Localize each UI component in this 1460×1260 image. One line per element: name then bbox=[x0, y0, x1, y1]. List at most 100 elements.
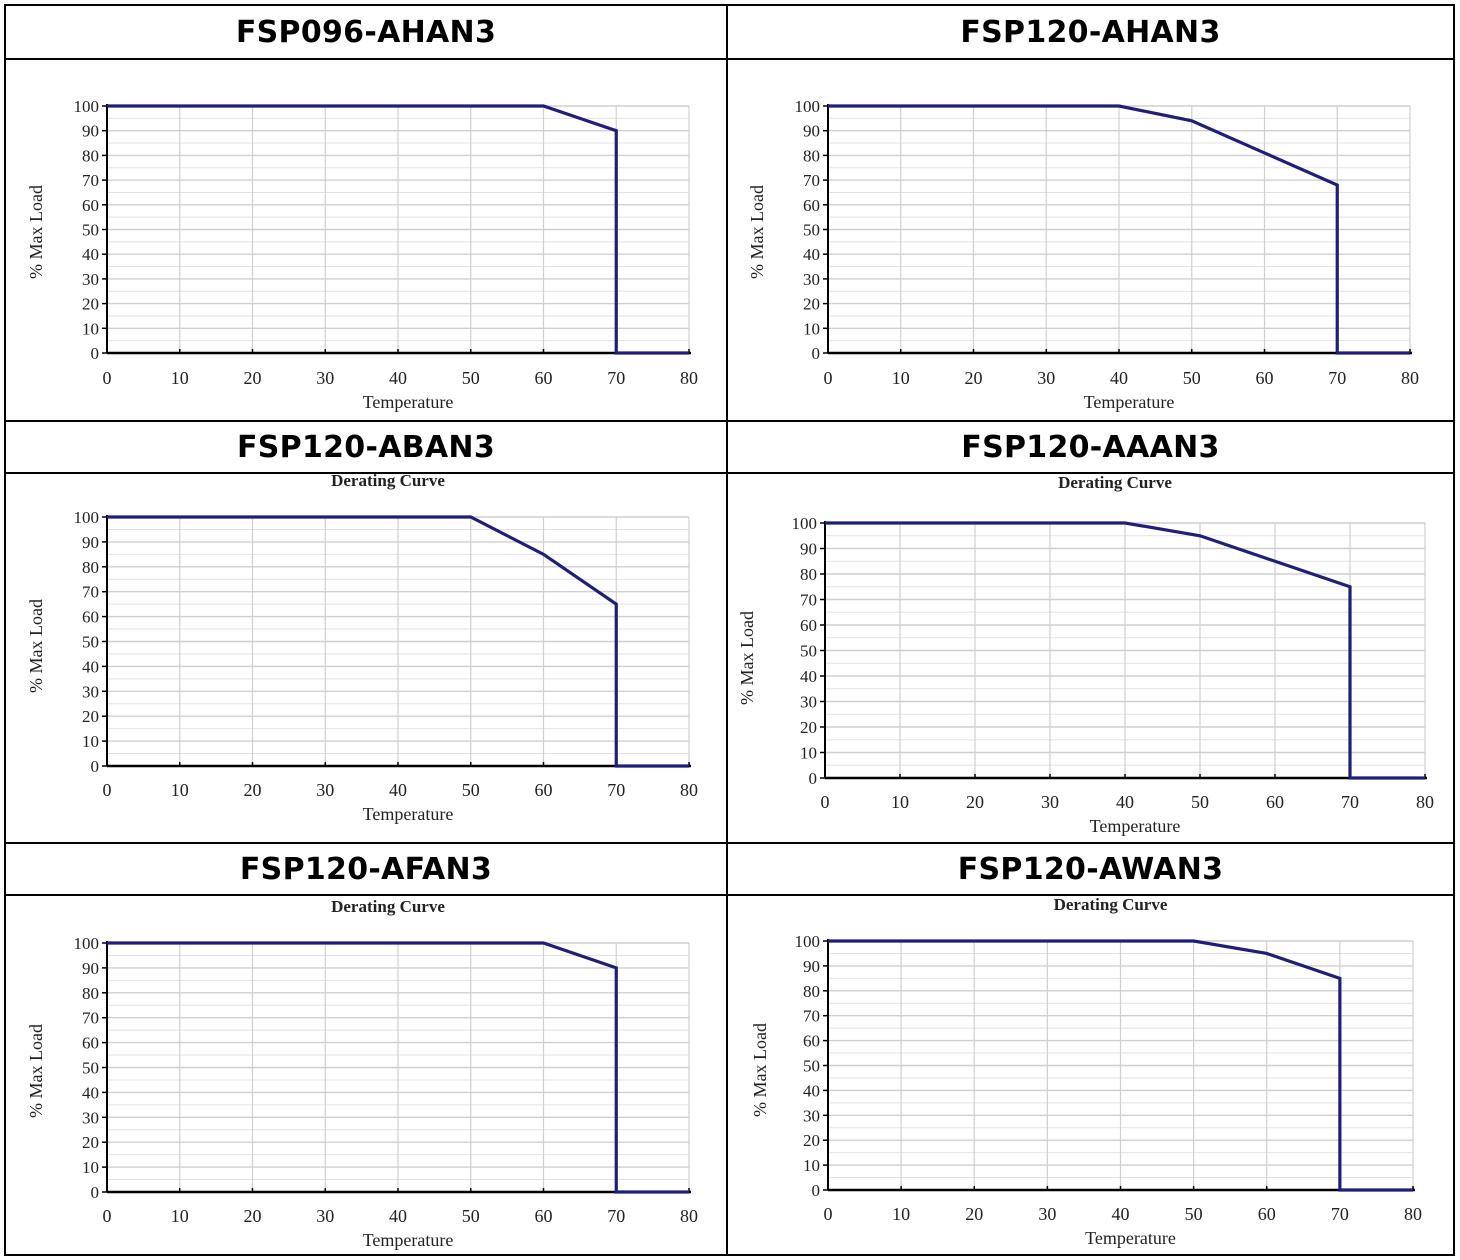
x-tick-label: 0 bbox=[103, 1206, 112, 1226]
x-axis-label: Temperature bbox=[363, 1230, 454, 1250]
y-tick-label: 20 bbox=[800, 718, 817, 737]
x-tick-label: 30 bbox=[316, 1206, 334, 1226]
y-tick-label: 100 bbox=[795, 97, 821, 116]
x-tick-label: 80 bbox=[1416, 792, 1434, 812]
x-tick-label: 70 bbox=[1331, 1204, 1349, 1224]
x-tick-label: 40 bbox=[389, 1206, 407, 1226]
y-tick-label: 10 bbox=[803, 319, 820, 338]
x-tick-label: 60 bbox=[535, 780, 553, 800]
y-axis-label: % Max Load bbox=[26, 1024, 46, 1118]
x-tick-label: 10 bbox=[171, 1206, 189, 1226]
y-tick-label: 70 bbox=[82, 171, 99, 190]
model-name: FSP120-AWAN3 bbox=[957, 851, 1224, 887]
model-name: FSP120-AAAN3 bbox=[961, 429, 1220, 465]
x-tick-label: 50 bbox=[462, 368, 480, 388]
x-tick-label: 60 bbox=[535, 1206, 553, 1226]
y-tick-label: 50 bbox=[82, 221, 99, 240]
x-tick-label: 20 bbox=[965, 368, 983, 388]
chart-title: Derating Curve bbox=[331, 897, 445, 916]
derating-line bbox=[107, 941, 689, 1194]
y-tick-label: 80 bbox=[82, 558, 99, 577]
y-axis-label: % Max Load bbox=[26, 185, 46, 279]
x-tick-label: 70 bbox=[1341, 792, 1359, 812]
y-tick-label: 10 bbox=[82, 1158, 99, 1177]
y-tick-label: 80 bbox=[82, 146, 99, 165]
y-tick-label: 90 bbox=[82, 959, 99, 978]
x-tick-label: 60 bbox=[1266, 792, 1284, 812]
y-tick-label: 10 bbox=[82, 732, 99, 751]
y-tick-label: 70 bbox=[803, 1007, 820, 1026]
x-tick-label: 30 bbox=[1037, 368, 1055, 388]
model-header-cell: FSP120-AHAN3 bbox=[728, 6, 1453, 60]
grid-lines bbox=[828, 940, 1414, 1190]
y-tick-label: 80 bbox=[800, 565, 817, 584]
x-tick-label: 30 bbox=[316, 780, 334, 800]
y-axis-label: % Max Load bbox=[26, 599, 46, 693]
y-tick-label: 0 bbox=[91, 1183, 100, 1202]
y-tick-label: 50 bbox=[803, 1057, 820, 1076]
model-name: FSP096-AHAN3 bbox=[235, 14, 497, 50]
x-tick-label: 80 bbox=[680, 780, 698, 800]
y-tick-label: 60 bbox=[82, 608, 99, 627]
grid-lines bbox=[107, 942, 690, 1192]
y-tick-label: 100 bbox=[795, 932, 821, 951]
x-tick-label: 0 bbox=[824, 1204, 833, 1224]
y-tick-label: 30 bbox=[803, 270, 820, 289]
y-tick-label: 60 bbox=[800, 616, 817, 635]
x-tick-label: 20 bbox=[244, 1206, 262, 1226]
derating-chart: 0 10 20 30 40 50 60 70 80 90 100 0 10 20 30 40 50 60 70 80 D… bbox=[750, 896, 1422, 1248]
derating-chart: 0 10 20 30 40 50 60 70 80 90 100 0 10 20 30 40 50 60 70 80 D… bbox=[737, 474, 1434, 836]
x-axis-label: Temperature bbox=[1085, 1228, 1176, 1248]
grid-lines bbox=[107, 516, 690, 766]
x-tick-label: 0 bbox=[103, 368, 112, 388]
x-tick-label: 20 bbox=[244, 780, 262, 800]
x-tick-label: 80 bbox=[680, 368, 698, 388]
y-tick-label: 10 bbox=[800, 744, 817, 763]
x-tick-label: 70 bbox=[607, 780, 625, 800]
y-tick-label: 0 bbox=[91, 757, 100, 776]
y-tick-label: 100 bbox=[74, 934, 100, 953]
y-tick-label: 40 bbox=[803, 1081, 820, 1100]
y-tick-label: 40 bbox=[803, 245, 820, 264]
y-tick-label: 20 bbox=[82, 707, 99, 726]
derating-line bbox=[825, 521, 1425, 780]
y-tick-label: 30 bbox=[82, 1108, 99, 1127]
chart-cell: 010203040506070809010001020304050607080D… bbox=[728, 60, 1453, 422]
x-tick-label: 0 bbox=[824, 368, 833, 388]
x-tick-label: 0 bbox=[103, 780, 112, 800]
x-tick-label: 20 bbox=[244, 368, 262, 388]
x-tick-label: 50 bbox=[1183, 368, 1201, 388]
y-tick-label: 80 bbox=[803, 982, 820, 1001]
model-header-cell: FSP120-ABAN3 bbox=[6, 422, 728, 474]
x-tick-label: 40 bbox=[1116, 792, 1134, 812]
x-tick-label: 50 bbox=[462, 780, 480, 800]
y-tick-label: 80 bbox=[803, 146, 820, 165]
x-tick-label: 0 bbox=[821, 792, 830, 812]
derating-line bbox=[828, 939, 1413, 1192]
x-tick-label: 50 bbox=[1191, 792, 1209, 812]
y-tick-label: 30 bbox=[82, 270, 99, 289]
y-tick-label: 90 bbox=[82, 533, 99, 552]
x-tick-label: 70 bbox=[1328, 368, 1346, 388]
y-tick-label: 20 bbox=[82, 1133, 99, 1152]
x-tick-label: 10 bbox=[892, 368, 910, 388]
model-header-cell: FSP096-AHAN3 bbox=[6, 6, 728, 60]
y-tick-label: 20 bbox=[803, 295, 820, 314]
x-tick-label: 80 bbox=[1404, 1204, 1422, 1224]
x-tick-label: 10 bbox=[892, 1204, 910, 1224]
x-tick-label: 30 bbox=[316, 368, 334, 388]
y-tick-label: 0 bbox=[91, 344, 100, 363]
y-tick-label: 70 bbox=[82, 583, 99, 602]
y-tick-label: 50 bbox=[82, 1059, 99, 1078]
y-tick-label: 40 bbox=[82, 657, 99, 676]
y-tick-label: 60 bbox=[82, 1034, 99, 1053]
y-tick-label: 80 bbox=[82, 984, 99, 1003]
y-tick-label: 40 bbox=[82, 245, 99, 264]
y-tick-label: 60 bbox=[82, 196, 99, 215]
y-tick-label: 30 bbox=[803, 1106, 820, 1125]
y-tick-label: 70 bbox=[800, 591, 817, 610]
y-tick-label: 10 bbox=[82, 319, 99, 338]
y-tick-label: 60 bbox=[803, 1032, 820, 1051]
x-tick-label: 40 bbox=[1112, 1204, 1130, 1224]
